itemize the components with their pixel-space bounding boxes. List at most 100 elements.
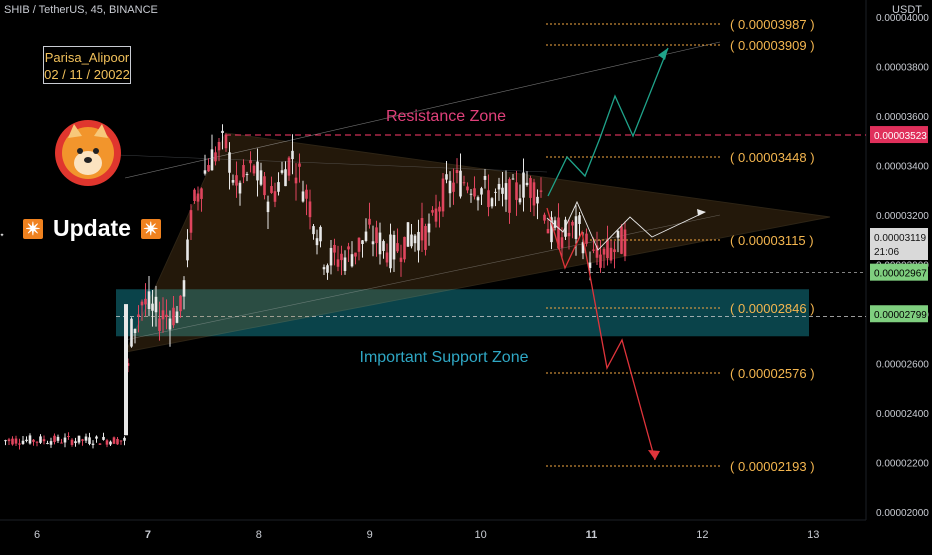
logo-ear-right xyxy=(94,124,108,138)
price-tick-label: 0.00003600 xyxy=(876,112,929,123)
candle-body xyxy=(116,438,119,445)
candle-body xyxy=(396,243,399,252)
target-level-label: ( 0.00002576 ) xyxy=(730,366,815,381)
logo-nose xyxy=(84,157,92,163)
candle-body xyxy=(4,440,7,442)
candle-body xyxy=(214,152,217,162)
price-tick-label: 0.00004000 xyxy=(876,13,929,24)
candle-body xyxy=(462,182,466,184)
candle-body xyxy=(294,177,298,184)
sparkle-icon: ✴ xyxy=(140,218,161,239)
candle-body xyxy=(224,134,228,149)
breakout-candle xyxy=(124,304,128,436)
candle-body xyxy=(476,197,480,201)
resistance-price-badge: 0.00003523 xyxy=(874,131,927,142)
candle-body xyxy=(228,152,231,173)
level-a-price-badge-bg xyxy=(870,263,928,281)
candle-body xyxy=(336,259,340,267)
candle-body xyxy=(217,141,221,151)
candle-body xyxy=(11,438,14,445)
candle-body xyxy=(322,267,326,270)
time-tick-label: 7 xyxy=(145,529,151,541)
candle-body xyxy=(448,180,452,194)
logo-guide-line xyxy=(117,154,548,173)
candle-body xyxy=(28,435,32,444)
price-tick-label: 0.00003400 xyxy=(876,162,929,173)
candle-body xyxy=(18,443,21,445)
candle-body xyxy=(277,182,280,192)
candle-body xyxy=(581,242,585,254)
candle-body xyxy=(504,183,508,200)
support-zone-box xyxy=(116,289,809,337)
candle-body xyxy=(623,229,627,257)
candle-body xyxy=(539,190,543,192)
candle-body xyxy=(203,170,207,174)
bullish-arrowhead xyxy=(658,48,668,60)
candle-body xyxy=(91,443,95,445)
candle-body xyxy=(557,217,560,249)
candle-body xyxy=(455,170,459,174)
candle-body xyxy=(378,232,382,255)
candle-body xyxy=(599,254,602,268)
candle-body xyxy=(46,442,49,444)
candle-body xyxy=(308,201,312,218)
candle-body xyxy=(186,239,189,261)
candle-body xyxy=(196,193,200,202)
candle-body xyxy=(564,219,567,237)
candle-body xyxy=(35,441,39,443)
candle-body xyxy=(63,437,67,443)
candle-body xyxy=(245,174,249,176)
candle-body xyxy=(399,257,403,262)
candle-body xyxy=(595,245,599,258)
candle-body xyxy=(340,253,343,261)
candle-body xyxy=(165,314,168,317)
candle-body xyxy=(536,196,539,204)
candle-body xyxy=(67,435,70,437)
target-level-label: ( 0.00003909 ) xyxy=(730,38,815,53)
candle-body xyxy=(109,441,112,445)
candle-body xyxy=(620,226,623,254)
candles-group xyxy=(0,124,627,450)
time-tick-label: 12 xyxy=(696,529,708,541)
candle-body xyxy=(119,440,123,442)
candle-body xyxy=(371,241,375,245)
level-b-price-badge: 0.00002799 xyxy=(874,310,927,321)
candle-body xyxy=(525,182,529,186)
candle-body xyxy=(182,280,186,297)
candle-body xyxy=(144,298,147,305)
candle-body xyxy=(249,160,252,164)
price-tick-label: 0.00002400 xyxy=(876,409,929,420)
candle-body xyxy=(487,190,490,208)
candle-body xyxy=(606,240,609,259)
candle-body xyxy=(473,188,476,197)
candle-body xyxy=(392,234,396,260)
candle-body xyxy=(417,231,420,251)
candle-body xyxy=(602,248,606,255)
candle-body xyxy=(613,249,616,253)
currency-label: USDT xyxy=(892,4,922,16)
candle-body xyxy=(14,438,18,444)
time-tick-label: 10 xyxy=(474,529,486,541)
logo-eye-right xyxy=(93,148,99,154)
support-zone-label: Important Support Zone xyxy=(360,349,529,366)
bearish-arrowhead xyxy=(648,450,660,460)
neutral-projection xyxy=(546,200,706,251)
bullish-projection xyxy=(547,47,669,197)
candle-body xyxy=(347,246,350,250)
candle-body xyxy=(53,435,56,442)
candle-body xyxy=(319,226,322,242)
candle-body xyxy=(305,189,308,199)
update-text: Update xyxy=(53,215,131,241)
candle-body xyxy=(49,441,53,445)
candle-body xyxy=(158,318,161,332)
candle-body xyxy=(200,188,203,199)
candle-body xyxy=(88,437,91,444)
candle-body xyxy=(494,191,497,193)
candle-body xyxy=(21,440,25,444)
candle-body xyxy=(74,441,77,444)
candle-body xyxy=(179,295,182,312)
candle-body xyxy=(312,226,315,235)
candle-body xyxy=(382,241,385,251)
